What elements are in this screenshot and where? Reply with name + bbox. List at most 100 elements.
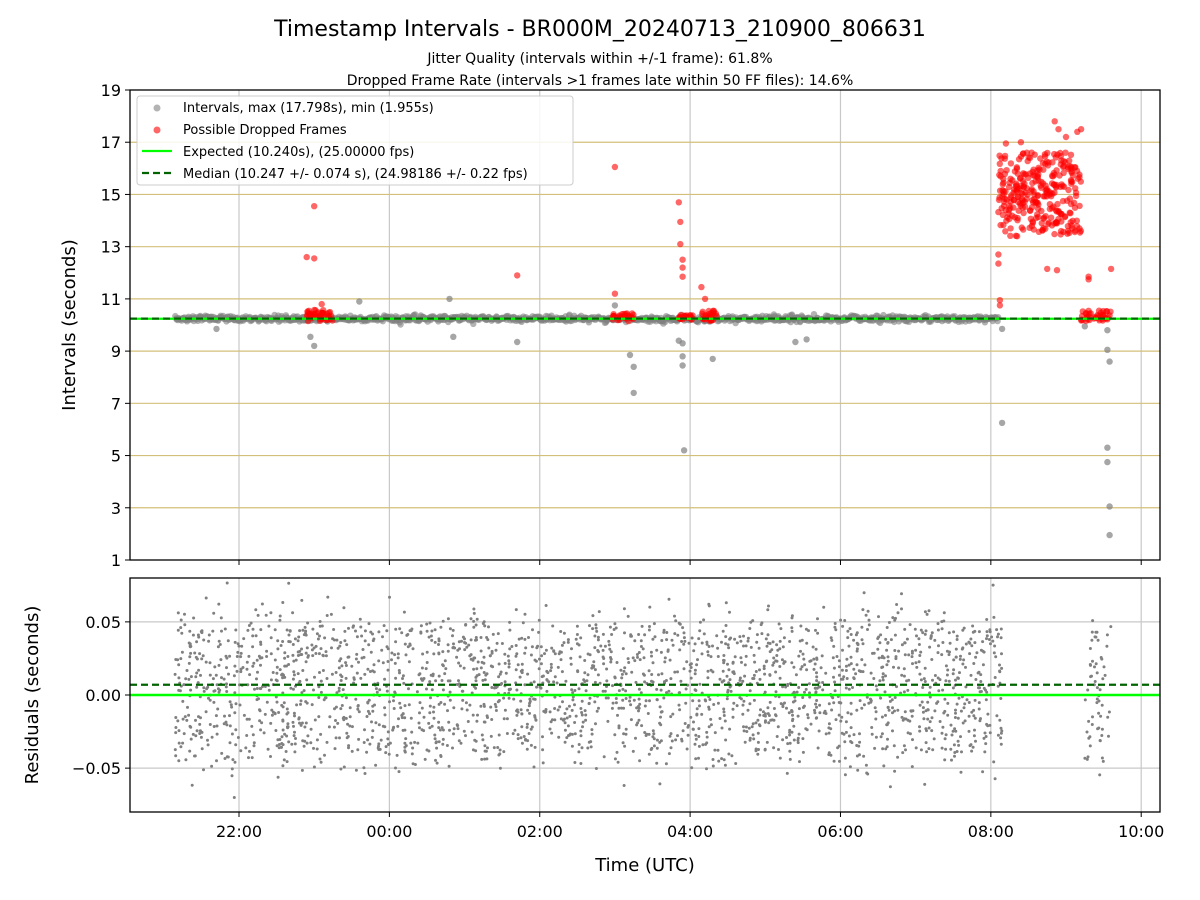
residual-point bbox=[731, 661, 735, 665]
residual-point bbox=[283, 651, 287, 655]
dropped-frame-point bbox=[1008, 212, 1016, 219]
residual-point bbox=[754, 670, 758, 673]
residual-point bbox=[451, 634, 454, 638]
residual-point bbox=[434, 679, 438, 683]
residual-point bbox=[884, 637, 888, 641]
residual-point bbox=[688, 663, 692, 667]
residual-point bbox=[986, 712, 990, 716]
residual-point bbox=[207, 696, 210, 700]
residual-point bbox=[971, 745, 975, 749]
residual-point bbox=[458, 664, 462, 668]
residual-point bbox=[923, 632, 927, 636]
residual-point bbox=[570, 744, 574, 748]
residual-point bbox=[319, 690, 323, 694]
dropped-frame-point bbox=[1002, 228, 1009, 235]
residual-point bbox=[441, 664, 445, 668]
residual-point bbox=[212, 611, 216, 615]
residual-point bbox=[224, 720, 228, 724]
residual-point bbox=[926, 708, 930, 712]
residual-point bbox=[212, 725, 216, 728]
residual-point bbox=[983, 750, 987, 754]
residual-point bbox=[329, 612, 333, 616]
residual-point bbox=[285, 628, 289, 632]
residual-point bbox=[669, 746, 673, 750]
residual-point bbox=[502, 696, 506, 700]
dropped-frame-point bbox=[1007, 175, 1014, 182]
dropped-frame-point bbox=[1071, 204, 1079, 211]
residual-point bbox=[514, 654, 518, 658]
residual-point bbox=[992, 760, 996, 764]
dropped-frame-point bbox=[1077, 178, 1085, 185]
residual-point bbox=[520, 671, 524, 675]
residual-point bbox=[969, 673, 973, 677]
residual-point bbox=[978, 690, 982, 694]
residual-point bbox=[583, 709, 587, 713]
residual-point bbox=[347, 744, 351, 748]
intervals-y-axis-label: Intervals (seconds) bbox=[59, 239, 80, 411]
residual-point bbox=[369, 650, 373, 654]
residual-point bbox=[409, 741, 413, 745]
residual-point bbox=[907, 678, 911, 682]
residual-point bbox=[355, 652, 359, 656]
residual-point bbox=[832, 675, 835, 679]
residual-point bbox=[694, 757, 698, 761]
residual-point bbox=[955, 638, 959, 641]
dropped-frame-point bbox=[1072, 164, 1079, 171]
residual-point bbox=[314, 652, 318, 655]
residual-point bbox=[507, 659, 511, 663]
residual-point bbox=[993, 777, 997, 781]
residual-point bbox=[624, 689, 628, 693]
residual-point bbox=[245, 667, 249, 671]
residual-point bbox=[593, 680, 597, 684]
residual-point bbox=[547, 680, 551, 684]
residual-point bbox=[469, 617, 473, 621]
residual-point bbox=[293, 742, 297, 746]
residual-point bbox=[716, 701, 720, 705]
residual-point bbox=[515, 652, 519, 656]
residual-point bbox=[255, 658, 259, 662]
residual-point bbox=[526, 708, 530, 712]
residual-point bbox=[727, 668, 731, 672]
residual-point bbox=[743, 740, 747, 744]
residual-point bbox=[679, 679, 683, 683]
residual-point bbox=[746, 708, 750, 712]
residual-point bbox=[902, 674, 906, 678]
dropped-frame-outlier bbox=[611, 163, 619, 171]
residual-point bbox=[759, 708, 762, 712]
residual-point bbox=[927, 609, 931, 613]
residual-point bbox=[274, 729, 278, 732]
residual-point bbox=[457, 679, 460, 683]
residual-point bbox=[996, 684, 1000, 688]
residual-point bbox=[285, 712, 289, 716]
residual-point bbox=[320, 624, 324, 628]
residual-point bbox=[999, 636, 1003, 640]
residual-point bbox=[693, 742, 697, 746]
residual-point bbox=[476, 713, 479, 717]
residual-point bbox=[275, 744, 279, 748]
residual-point bbox=[474, 636, 478, 639]
residual-point bbox=[370, 720, 373, 724]
residual-point bbox=[348, 706, 352, 710]
residual-point bbox=[196, 681, 200, 685]
residual-point bbox=[230, 774, 234, 778]
residual-point bbox=[356, 707, 360, 711]
residual-point bbox=[944, 664, 948, 668]
dropped-frame-point bbox=[1065, 186, 1072, 194]
residual-point bbox=[220, 676, 223, 680]
residual-point bbox=[967, 729, 971, 733]
dropped-frame-point bbox=[1076, 229, 1084, 236]
interval-point bbox=[397, 321, 404, 328]
interval-outlier-point bbox=[630, 389, 637, 397]
residual-point bbox=[658, 705, 662, 709]
dropped-frame-point bbox=[305, 307, 313, 314]
residual-point bbox=[827, 751, 831, 755]
residual-point bbox=[280, 742, 284, 745]
residual-point bbox=[683, 639, 687, 643]
residual-point bbox=[324, 650, 328, 654]
residual-point bbox=[1090, 630, 1094, 634]
residual-point bbox=[204, 710, 208, 714]
residual-point bbox=[928, 691, 932, 695]
residual-point bbox=[317, 652, 321, 656]
residual-point bbox=[559, 630, 563, 633]
residual-point bbox=[573, 721, 577, 724]
